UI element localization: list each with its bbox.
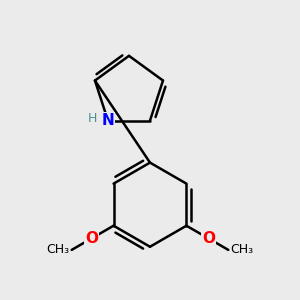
- Text: CH₃: CH₃: [46, 243, 70, 256]
- Text: O: O: [85, 231, 98, 246]
- Text: CH₃: CH₃: [230, 243, 254, 256]
- Text: N: N: [102, 113, 114, 128]
- Text: O: O: [202, 231, 215, 246]
- Text: H: H: [87, 112, 97, 125]
